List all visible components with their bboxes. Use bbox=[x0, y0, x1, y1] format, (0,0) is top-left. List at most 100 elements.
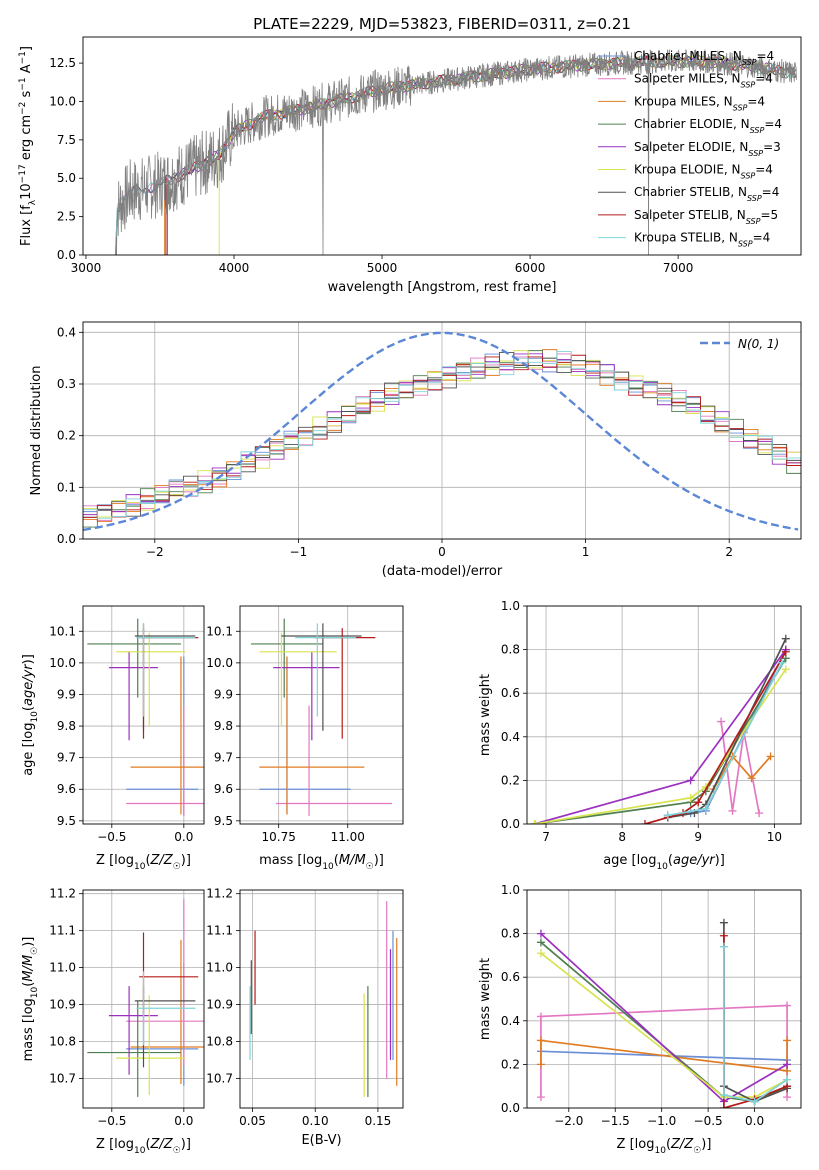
y-axis-label: mass [log10(M/M☉)] bbox=[21, 937, 40, 1062]
label-part: −17 bbox=[18, 164, 28, 183]
plot-area bbox=[87, 618, 204, 817]
y-tick-label: 0.2 bbox=[501, 1057, 520, 1071]
label-part: Z/Z bbox=[670, 1137, 694, 1152]
grid bbox=[240, 606, 403, 824]
weight-line bbox=[723, 946, 788, 1103]
x-tick-label: 6000 bbox=[515, 261, 546, 275]
y-tick-label: 11.2 bbox=[206, 887, 233, 901]
legend-text: Salpeter MILES, N bbox=[634, 72, 741, 86]
weight-marker bbox=[719, 942, 728, 951]
legend-text: Chabrier ELODIE, N bbox=[634, 117, 750, 131]
y-tick-label: 10.0 bbox=[206, 656, 233, 670]
x-tick-label: 0.0 bbox=[174, 1114, 193, 1128]
weight-line bbox=[534, 668, 787, 824]
label-part: age [log bbox=[21, 723, 36, 776]
x-tick-label: 10.75 bbox=[261, 830, 295, 844]
label-part: Z [log bbox=[617, 1137, 655, 1152]
panel-mass-vs-Z: −0.5 0.010.710.810.911.011.111.2Z [log10(… bbox=[21, 887, 205, 1156]
label-part: Z/Z bbox=[150, 853, 174, 868]
x-tick-label: 0.10 bbox=[302, 1114, 329, 1128]
y-tick-label: 0.3 bbox=[57, 377, 76, 391]
label-part: ( bbox=[145, 853, 150, 868]
x-tick-label: 4000 bbox=[219, 261, 250, 275]
weight-marker bbox=[536, 949, 545, 958]
y-tick-label: 9.5 bbox=[57, 814, 76, 828]
y-axis-label: Flux [fλ10−17 erg cm−2 s−1 A−1] bbox=[18, 46, 38, 246]
label-part: Z [log bbox=[96, 1137, 134, 1152]
weight-line bbox=[667, 662, 783, 817]
y-tick-label: 0.4 bbox=[57, 325, 76, 339]
y-tick-label: 1.0 bbox=[501, 883, 520, 897]
weight-marker bbox=[783, 1093, 792, 1102]
y-tick-label: 9.9 bbox=[214, 687, 233, 701]
weight-marker bbox=[777, 658, 786, 667]
label-part: 10 bbox=[656, 862, 668, 872]
label-part: 10 bbox=[654, 1146, 666, 1156]
legend-text: Kroupa STELIB, N bbox=[634, 231, 738, 245]
weight-marker bbox=[663, 811, 672, 820]
legend-label: Salpeter ELODIE, NSSP=3 bbox=[634, 140, 781, 158]
y-tick-label: 11.2 bbox=[49, 887, 76, 901]
y-tick-label: 0.4 bbox=[501, 730, 520, 744]
label-part: 10 bbox=[19, 183, 34, 200]
y-tick-label: 0.1 bbox=[57, 480, 76, 494]
plot-area bbox=[530, 634, 790, 824]
y-tick-label: 10.8 bbox=[49, 1034, 76, 1048]
weight-marker bbox=[694, 798, 703, 807]
axes-frame bbox=[239, 889, 404, 1109]
label-part: λ bbox=[28, 199, 38, 205]
panel-residuals: −2 −1 0 1 2 0.0 0.1 0.2 0.3 0.4 (data-model)/error… bbox=[29, 321, 802, 579]
grid bbox=[527, 605, 801, 825]
plot-area bbox=[115, 49, 797, 255]
label-part: −2 bbox=[18, 102, 28, 115]
x-axis-label: Z [log10(Z/Z☉)] bbox=[96, 853, 191, 872]
legend-suffix: =4 bbox=[755, 163, 773, 177]
weight-marker bbox=[766, 752, 775, 761]
weight-line bbox=[540, 1004, 788, 1098]
label-part: M/M bbox=[21, 955, 36, 982]
legend-label: Chabrier ELODIE, NSSP=4 bbox=[634, 117, 782, 135]
x-tick-label: 8 bbox=[618, 830, 626, 844]
legend-subscript: SSP bbox=[741, 80, 756, 89]
legend-text: Kroupa ELODIE, N bbox=[634, 163, 741, 177]
gaussian-curve bbox=[83, 331, 799, 532]
axes-frame bbox=[82, 321, 802, 540]
weight-marker bbox=[750, 1097, 759, 1106]
legend-suffix: =5 bbox=[760, 208, 778, 222]
weight-line bbox=[712, 754, 772, 790]
y-tick-label: 9.9 bbox=[57, 687, 76, 701]
weight-marker bbox=[781, 634, 790, 643]
legend-subscript: SSP bbox=[742, 58, 757, 67]
x-axis-label: E(B-V) bbox=[301, 1133, 341, 1148]
axes-frame bbox=[82, 605, 205, 825]
weight-line bbox=[667, 638, 787, 819]
label-part: )] bbox=[374, 853, 384, 868]
plot-area bbox=[251, 618, 392, 817]
x-tick-label: −1 bbox=[290, 545, 308, 559]
y-tick-label: 0.2 bbox=[501, 773, 520, 787]
legend-label: N(0, 1) bbox=[738, 337, 779, 351]
plot-area bbox=[83, 331, 801, 532]
label-part: age/yr bbox=[21, 663, 36, 706]
label-part: ☉ bbox=[366, 862, 374, 872]
x-tick-label: 2 bbox=[725, 545, 733, 559]
label-part: )] bbox=[715, 853, 725, 868]
weight-marker bbox=[536, 1093, 545, 1102]
plot-area bbox=[87, 899, 204, 1097]
y-tick-label: 0.0 bbox=[501, 1101, 520, 1115]
weight-marker bbox=[783, 1036, 792, 1045]
y-tick-label: 11.0 bbox=[49, 961, 76, 975]
y-tick-label: 1.0 bbox=[501, 599, 520, 613]
panel-spectrum: 3000 4000 5000 6000 7000 0.0 2.5 5.0 7.5 10.0 12.5… bbox=[18, 15, 802, 295]
y-axis-label: mass weight bbox=[478, 958, 493, 1040]
label-part: )] bbox=[181, 1137, 191, 1152]
legend-suffix: =4 bbox=[764, 117, 782, 131]
plot-area bbox=[536, 918, 792, 1108]
label-part: 10 bbox=[30, 986, 40, 998]
label-part: )] bbox=[701, 1137, 711, 1152]
axes-frame bbox=[239, 605, 404, 825]
weight-marker bbox=[536, 1036, 545, 1045]
weight-marker bbox=[728, 806, 737, 815]
